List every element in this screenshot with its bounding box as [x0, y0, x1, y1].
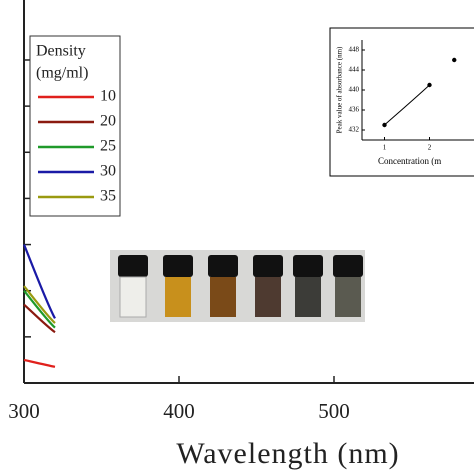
x-tick-label: 400: [163, 399, 195, 423]
x-tick-label: 500: [318, 399, 350, 423]
vial: [165, 277, 191, 317]
line: [23, 285, 56, 324]
x-tick-label: 1: [383, 144, 387, 152]
vial-cap: [253, 255, 283, 277]
legend-label: 10: [100, 88, 116, 105]
y-tick-label: 440: [349, 86, 360, 94]
vial-cap: [333, 255, 363, 277]
x-axis-label: Concentration (m: [378, 156, 441, 166]
vial-cap: [293, 255, 323, 277]
legend-title: Density: [36, 43, 86, 60]
vial: [210, 277, 236, 317]
y-tick-label: 436: [349, 106, 360, 114]
x-tick-label: 300: [8, 399, 40, 423]
y-axis-label: Peak value of absorbance (nm): [336, 46, 344, 133]
vial-cap: [118, 255, 148, 277]
line: [22, 244, 56, 319]
vial: [119, 276, 147, 318]
inset-box: [329, 27, 474, 177]
point: [452, 57, 457, 63]
point: [427, 82, 432, 88]
legend-label: 35: [100, 188, 116, 205]
vial: [295, 277, 321, 317]
vial-cap: [163, 255, 193, 277]
vial-photo: [110, 250, 365, 322]
legend-label: 30: [100, 163, 116, 180]
vial: [335, 277, 361, 317]
line: [23, 358, 56, 368]
legend-label: 20: [100, 113, 116, 130]
y-tick-label: 448: [349, 46, 360, 54]
x-axis-label: Wavelength (nm): [176, 437, 399, 470]
legend-label: 25: [100, 138, 116, 155]
x-tick-label: 2: [428, 144, 432, 152]
legend-title: (mg/ml): [36, 65, 88, 82]
point: [382, 122, 387, 128]
legend: Density (mg/ml) 10 20 25 30 35: [29, 35, 121, 217]
vial: [255, 277, 281, 317]
line: [384, 84, 430, 126]
inset-plot: 432 436 440 444 448 1 2 Concentration (m Peak va…: [329, 27, 474, 177]
main-plot: 300400500600Wavelength (nm): [8, 0, 474, 470]
line: [23, 290, 56, 329]
line: [23, 303, 56, 334]
legend-box: [29, 35, 121, 217]
y-tick-label: 432: [349, 126, 360, 134]
vial-cap: [208, 255, 238, 277]
y-tick-label: 444: [349, 66, 360, 74]
